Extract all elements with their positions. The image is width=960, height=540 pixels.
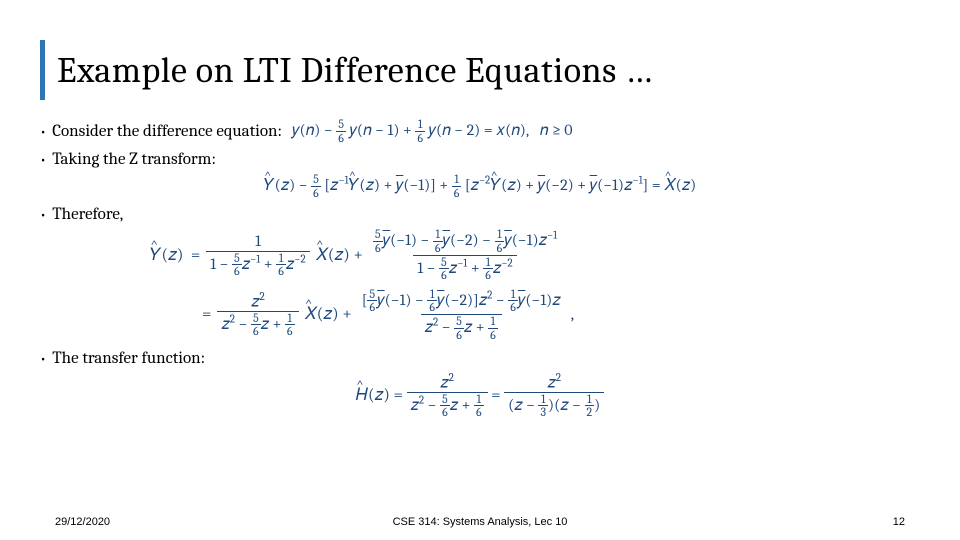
title-accent-bar [40,40,45,100]
title-row: Example on LTI Difference Equations … [40,40,920,100]
slide-title: Example on LTI Difference Equations … [57,50,653,91]
footer-center: CSE 314: Systems Analysis, Lec 10 [393,516,568,528]
bullet-dot-icon: • [40,151,46,168]
bullet-1: • Consider the difference equation: 𝑦(𝑛)… [40,118,920,144]
bullet-4: • The transfer function: [40,349,920,368]
z-transform-eq: 𝑌(𝑧) − 56 [𝑧−1𝑌(𝑧) + 𝑦(−1)] + 16 [𝑧−2𝑌(𝑧… [40,173,920,199]
Y-eq-line-1: 𝑌(𝑧) = 1 1 − 56𝑧−1 + 16𝑧−2 𝑋(𝑧) + 56𝑦(−1… [150,228,920,281]
footer-date: 29/12/2020 [55,516,110,528]
bullet-dot-icon: • [40,350,46,367]
bullet-3-text: Therefore, [52,205,123,224]
bullet-dot-icon: • [40,123,46,140]
H-eq: 𝐻(𝑧) = 𝑧2 𝑧2 − 56𝑧 + 16 = 𝑧2 (𝑧 − 13)(𝑧 … [40,372,920,419]
bullet-dot-icon: • [40,206,46,223]
diff-eq: 𝑦(𝑛) − 56 𝑦(𝑛 − 1) + 16 𝑦(𝑛 − 2) = 𝑥(𝑛),… [292,118,572,144]
footer: 29/12/2020 CSE 314: Systems Analysis, Le… [0,516,960,528]
Y-eq-line-2: = 𝑧2 𝑧2 − 56𝑧 + 16 𝑋(𝑧) + [56𝑦(−1) − 16𝑦… [202,288,920,341]
bullet-1-text: Consider the difference equation: [52,122,282,141]
bullet-4-text: The transfer function: [52,349,205,368]
bullet-3: • Therefore, [40,205,920,224]
bullet-2-text: Taking the Z transform: [52,150,216,169]
slide: Example on LTI Difference Equations … • … [0,0,960,540]
bullet-2: • Taking the Z transform: [40,150,920,169]
footer-page: 12 [893,516,905,528]
